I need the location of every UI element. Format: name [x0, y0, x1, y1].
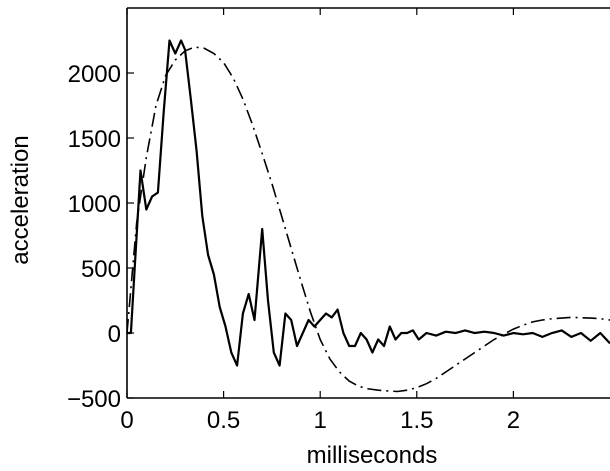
x-tick-label: 2 [507, 407, 520, 434]
x-axis-label: milliseconds [307, 442, 438, 469]
x-tick-label: 1 [314, 407, 327, 434]
series-dashdot-line [126, 46, 610, 393]
series-layer [126, 39, 610, 393]
series-solid-line [127, 39, 610, 367]
y-tick-label: 0 [108, 321, 121, 348]
y-tick-label: 1500 [68, 126, 121, 153]
x-tick-label: 1.5 [400, 407, 433, 434]
y-tick-label: 1000 [68, 191, 121, 218]
x-tick-label: 0.5 [207, 407, 240, 434]
y-tick-label: 500 [81, 256, 121, 283]
y-tick-label: 2000 [68, 61, 121, 88]
plot-area [126, 7, 610, 399]
y-tick-label: −500 [67, 386, 121, 413]
x-tick-label: 0 [120, 407, 133, 434]
y-axis-label: acceleration [7, 135, 34, 264]
